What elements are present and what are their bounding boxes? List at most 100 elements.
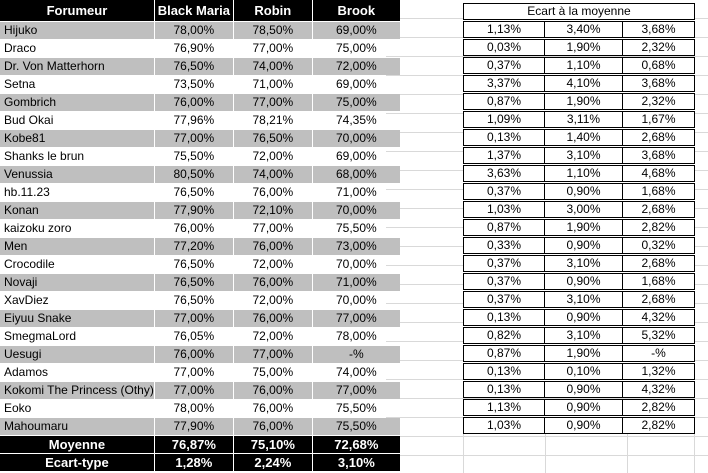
column-header-black-maria[interactable]: Black Maria (154, 0, 233, 21)
ecart-value-cell[interactable]: 0,90% (545, 309, 623, 326)
ecart-value-cell[interactable]: 1,90% (545, 93, 623, 110)
ecart-value-cell[interactable]: 2,68% (623, 291, 695, 308)
score-cell[interactable]: 73,50% (173, 77, 215, 91)
ecart-value-cell[interactable]: 4,32% (623, 381, 695, 398)
ecart-value-cell[interactable]: 2,82% (623, 219, 695, 236)
ecart-value-cell[interactable]: 1,40% (545, 129, 623, 146)
ecart-value-cell[interactable]: 3,00% (545, 201, 623, 218)
ecart-value-cell[interactable]: 1,32% (623, 363, 695, 380)
score-cell[interactable]: 76,00% (252, 185, 294, 199)
ecart-value-cell[interactable]: 0,90% (545, 417, 623, 434)
forumeur-name-cell[interactable]: Shanks le brun (4, 149, 85, 163)
ecart-value-cell[interactable]: 1,68% (623, 183, 695, 200)
score-cell[interactable]: 80,50% (154, 166, 233, 183)
ecart-value-cell[interactable]: 0,10% (545, 363, 623, 380)
score-cell[interactable]: 76,00% (252, 401, 294, 415)
score-cell[interactable]: 70,00% (335, 293, 377, 307)
score-cell[interactable]: 76,50% (154, 58, 233, 75)
ecart-value-cell[interactable]: 0,90% (545, 237, 623, 254)
ecart-value-cell[interactable]: 0,87% (463, 219, 545, 236)
forumeur-name-cell[interactable]: Men (0, 238, 154, 255)
forumeur-name-cell[interactable]: SmegmaLord (4, 329, 77, 343)
ecart-value-cell[interactable]: 4,32% (623, 309, 695, 326)
ecart-value-cell[interactable]: 0,90% (545, 183, 623, 200)
ecart-value-cell[interactable]: 2,32% (623, 39, 695, 56)
score-cell[interactable]: 76,50% (173, 293, 215, 307)
forumeur-name-cell[interactable]: Hijuko (0, 22, 154, 39)
ecart-value-cell[interactable]: 3,10% (545, 327, 623, 344)
ecart-value-cell[interactable]: 1,90% (545, 39, 623, 56)
score-cell[interactable]: 76,00% (233, 418, 312, 435)
score-cell[interactable]: 72,00% (252, 257, 294, 271)
forumeur-name-cell[interactable]: Gombrich (0, 94, 154, 111)
forumeur-name-cell[interactable]: Adamos (4, 365, 49, 379)
forumeur-name-cell[interactable]: Bud Okai (4, 113, 54, 127)
column-header-brook[interactable]: Brook (312, 0, 400, 21)
ecart-value-cell[interactable]: 3,11% (545, 111, 623, 128)
score-cell[interactable]: 74,35% (335, 113, 377, 127)
score-cell[interactable]: 76,00% (154, 346, 233, 363)
footer-value-cell[interactable]: 72,68% (312, 436, 400, 453)
ecart-value-cell[interactable]: -% (623, 345, 695, 362)
score-cell[interactable]: 76,00% (233, 382, 312, 399)
score-cell[interactable]: 68,00% (312, 166, 400, 183)
ecart-value-cell[interactable]: 0,90% (545, 381, 623, 398)
ecart-value-cell[interactable]: 3,10% (545, 147, 623, 164)
forumeur-name-cell[interactable]: Uesugi (0, 346, 154, 363)
score-cell[interactable]: 77,00% (233, 94, 312, 111)
score-cell[interactable]: 70,00% (335, 257, 377, 271)
ecart-value-cell[interactable]: 0,37% (463, 291, 545, 308)
score-cell[interactable]: 75,50% (312, 418, 400, 435)
score-cell[interactable]: 77,00% (233, 346, 312, 363)
score-cell[interactable]: 72,10% (233, 202, 312, 219)
ecart-value-cell[interactable]: 1,10% (545, 57, 623, 74)
forumeur-name-cell[interactable]: kaizoku zoro (4, 221, 72, 235)
footer-value-cell[interactable]: 75,10% (233, 436, 312, 453)
ecart-value-cell[interactable]: 3,37% (463, 75, 545, 92)
score-cell[interactable]: 71,00% (335, 185, 377, 199)
score-cell[interactable]: 69,00% (335, 149, 377, 163)
score-cell[interactable]: 77,00% (312, 310, 400, 327)
forumeur-name-cell[interactable]: hb.11.23 (4, 185, 50, 199)
ecart-value-cell[interactable]: 1,90% (545, 219, 623, 236)
score-cell[interactable]: 75,50% (173, 149, 215, 163)
ecart-value-cell[interactable]: 1,03% (463, 201, 545, 218)
ecart-value-cell[interactable]: 0,90% (545, 399, 623, 416)
forumeur-name-cell[interactable]: Kobe81 (0, 130, 154, 147)
ecart-value-cell[interactable]: 4,68% (623, 165, 695, 182)
ecart-value-cell[interactable]: 3,63% (463, 165, 545, 182)
ecart-table-title[interactable]: Ecart à la moyenne (463, 3, 695, 20)
score-cell[interactable]: 76,50% (173, 257, 215, 271)
score-cell[interactable]: 75,00% (252, 365, 294, 379)
ecart-value-cell[interactable]: 3,10% (545, 291, 623, 308)
footer-value-cell[interactable]: 2,24% (233, 454, 312, 471)
ecart-value-cell[interactable]: 1,13% (463, 21, 545, 38)
score-cell[interactable]: 71,00% (252, 77, 294, 91)
score-cell[interactable]: 76,00% (173, 221, 215, 235)
score-cell[interactable]: 75,50% (335, 221, 377, 235)
score-cell[interactable]: 69,00% (335, 77, 377, 91)
ecart-value-cell[interactable]: 2,68% (623, 129, 695, 146)
score-cell[interactable]: 74,00% (335, 365, 377, 379)
column-header-robin[interactable]: Robin (233, 0, 312, 21)
score-cell[interactable]: 77,00% (312, 382, 400, 399)
score-cell[interactable]: 76,05% (173, 329, 215, 343)
ecart-value-cell[interactable]: 0,87% (463, 93, 545, 110)
footer-value-cell[interactable]: 1,28% (154, 454, 233, 471)
score-cell[interactable]: 71,00% (312, 274, 400, 291)
ecart-value-cell[interactable]: 0,37% (463, 273, 545, 290)
score-cell[interactable]: 77,00% (154, 130, 233, 147)
score-cell[interactable]: 72,00% (252, 293, 294, 307)
ecart-value-cell[interactable]: 0,32% (623, 237, 695, 254)
ecart-value-cell[interactable]: 0,13% (463, 129, 545, 146)
score-cell[interactable]: 72,00% (312, 58, 400, 75)
ecart-value-cell[interactable]: 0,13% (463, 381, 545, 398)
ecart-value-cell[interactable]: 0,33% (463, 237, 545, 254)
forumeur-name-cell[interactable]: Mahoumaru (0, 418, 154, 435)
score-cell[interactable]: 77,00% (154, 310, 233, 327)
score-cell[interactable]: 76,90% (173, 41, 215, 55)
score-cell[interactable]: 77,90% (154, 202, 233, 219)
forumeur-name-cell[interactable]: Draco (4, 41, 37, 55)
score-cell[interactable]: 72,00% (252, 329, 294, 343)
score-cell[interactable]: 76,00% (233, 274, 312, 291)
